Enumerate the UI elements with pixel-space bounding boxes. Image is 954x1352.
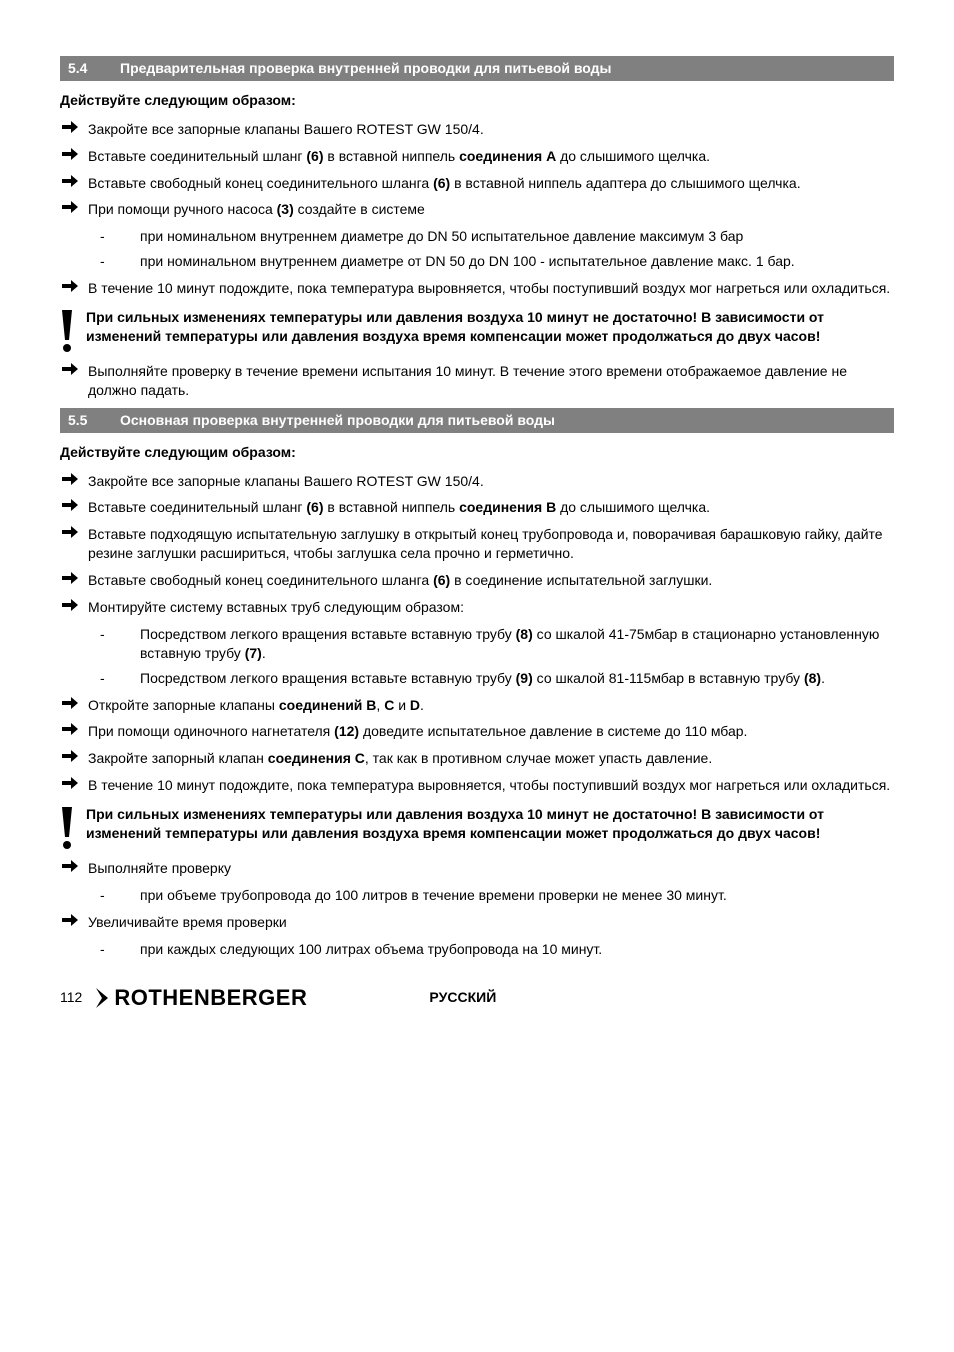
arrow-icon (62, 279, 88, 298)
arrow-icon (62, 472, 88, 491)
bullet-item: Вставьте подходящую испытательную заглуш… (60, 525, 894, 563)
bullet-text: Вставьте подходящую испытательную заглуш… (88, 525, 894, 563)
language-label: PУССКИЙ (429, 988, 496, 1007)
bullet-item: Вставьте свободный конец соединительного… (60, 174, 894, 193)
sub-list: -при объеме трубопровода до 100 литров в… (88, 886, 894, 905)
bullet-text: При помощи одиночного нагнетателя (12) д… (88, 722, 894, 741)
arrow-icon (62, 776, 88, 795)
bullet-item: Вставьте соединительный шланг (6) в вста… (60, 147, 894, 166)
bullet-item: При помощи одиночного нагнетателя (12) д… (60, 722, 894, 741)
bullet-item: Закройте запорный клапан соединения C, т… (60, 749, 894, 768)
warning-text: При сильных изменениях температуры или д… (86, 308, 894, 352)
arrow-icon (62, 859, 88, 878)
bullet-item: Увеличивайте время проверки (60, 913, 894, 932)
bullet-text: Выполняйте проверку в течение времени ис… (88, 362, 894, 400)
bullet-text: В течение 10 минут подождите, пока темпе… (88, 776, 894, 795)
bullet-item: Откройте запорные клапаны соединений B, … (60, 696, 894, 715)
bullet-item: В течение 10 минут подождите, пока темпе… (60, 776, 894, 795)
sub-text: при номинальном внутреннем диаметре до D… (140, 227, 894, 246)
dash-icon: - (88, 669, 140, 688)
arrow-icon (62, 598, 88, 617)
dash-icon: - (88, 886, 140, 905)
bullet-item: Выполняйте проверку в течение времени ис… (60, 362, 894, 400)
sub-item: -при номинальном внутреннем диаметре до … (88, 227, 894, 246)
sub-text: Посредством легкого вращения вставьте вс… (140, 625, 894, 663)
arrow-icon (62, 913, 88, 932)
bullet-text: Вставьте соединительный шланг (6) в вста… (88, 498, 894, 517)
sub-text: Посредством легкого вращения вставьте вс… (140, 669, 894, 688)
arrow-icon (62, 147, 88, 166)
bullet-text: Вставьте свободный конец соединительного… (88, 571, 894, 590)
arrow-icon (62, 571, 88, 590)
arrow-icon (62, 525, 88, 563)
sub-item: -при номинальном внутреннем диаметре от … (88, 252, 894, 271)
dash-icon: - (88, 227, 140, 246)
bullet-item: Вставьте соединительный шланг (6) в вста… (60, 498, 894, 517)
sub-list: -Посредством легкого вращения вставьте в… (88, 625, 894, 688)
arrow-icon (62, 696, 88, 715)
bullet-text: Увеличивайте время проверки (88, 913, 894, 932)
warning-note: При сильных изменениях температуры или д… (60, 308, 894, 352)
page-number: 112 (60, 988, 82, 1007)
sub-item: -при каждых следующих 100 литрах объема … (88, 940, 894, 959)
brand-text: ROTHENBERGER (114, 983, 307, 1013)
bullet-text: При помощи ручного насоса (3) создайте в… (88, 200, 894, 219)
bullet-text: Закройте запорный клапан соединения C, т… (88, 749, 894, 768)
sub-text: при каждых следующих 100 литрах объема т… (140, 940, 894, 959)
arrow-icon (62, 120, 88, 139)
bullet-text: Вставьте свободный конец соединительного… (88, 174, 894, 193)
bullet-text: Выполняйте проверку (88, 859, 894, 878)
dash-icon: - (88, 940, 140, 959)
bullet-text: Вставьте соединительный шланг (6) в вста… (88, 147, 894, 166)
arrow-icon (62, 200, 88, 219)
sub-text: при объеме трубопровода до 100 литров в … (140, 886, 894, 905)
warning-text: При сильных изменениях температуры или д… (86, 805, 894, 849)
arrow-icon (62, 498, 88, 517)
sub-list: -при номинальном внутреннем диаметре до … (88, 227, 894, 271)
page-content: 5.4Предварительная проверка внутренней п… (60, 56, 894, 959)
bullet-text: Откройте запорные клапаны соединений B, … (88, 696, 894, 715)
dash-icon: - (88, 625, 140, 663)
bullet-text: В течение 10 минут подождите, пока темпе… (88, 279, 894, 298)
page-footer: 112 ROTHENBERGER PУССКИЙ (60, 983, 894, 1013)
bullet-item: В течение 10 минут подождите, пока темпе… (60, 279, 894, 298)
sub-list: -при каждых следующих 100 литрах объема … (88, 940, 894, 959)
bullet-item: При помощи ручного насоса (3) создайте в… (60, 200, 894, 219)
dash-icon: - (88, 252, 140, 271)
sub-text: при номинальном внутреннем диаметре от D… (140, 252, 894, 271)
sub-item: -при объеме трубопровода до 100 литров в… (88, 886, 894, 905)
brand-chevron-icon (94, 988, 112, 1008)
exclamation-icon (60, 308, 86, 352)
section-title: Основная проверка внутренней проводки дл… (120, 412, 555, 428)
section-lead: Действуйте следующим образом: (60, 443, 894, 462)
bullet-item: Закройте все запорные клапаны Вашего ROT… (60, 120, 894, 139)
section-number: 5.4 (68, 59, 120, 78)
section-header: 5.4Предварительная проверка внутренней п… (60, 56, 894, 81)
bullet-text: Монтируйте систему вставных труб следующ… (88, 598, 894, 617)
brand-logo: ROTHENBERGER (94, 983, 307, 1013)
arrow-icon (62, 749, 88, 768)
bullet-item: Закройте все запорные клапаны Вашего ROT… (60, 472, 894, 491)
arrow-icon (62, 722, 88, 741)
bullet-text: Закройте все запорные клапаны Вашего ROT… (88, 472, 894, 491)
bullet-text: Закройте все запорные клапаны Вашего ROT… (88, 120, 894, 139)
exclamation-icon (60, 805, 86, 849)
bullet-item: Выполняйте проверку (60, 859, 894, 878)
bullet-item: Монтируйте систему вставных труб следующ… (60, 598, 894, 617)
section-lead: Действуйте следующим образом: (60, 91, 894, 110)
arrow-icon (62, 174, 88, 193)
sub-item: -Посредством легкого вращения вставьте в… (88, 625, 894, 663)
section-number: 5.5 (68, 411, 120, 430)
arrow-icon (62, 362, 88, 400)
bullet-item: Вставьте свободный конец соединительного… (60, 571, 894, 590)
sub-item: -Посредством легкого вращения вставьте в… (88, 669, 894, 688)
warning-note: При сильных изменениях температуры или д… (60, 805, 894, 849)
section-title: Предварительная проверка внутренней пров… (120, 60, 612, 76)
section-header: 5.5Основная проверка внутренней проводки… (60, 408, 894, 433)
